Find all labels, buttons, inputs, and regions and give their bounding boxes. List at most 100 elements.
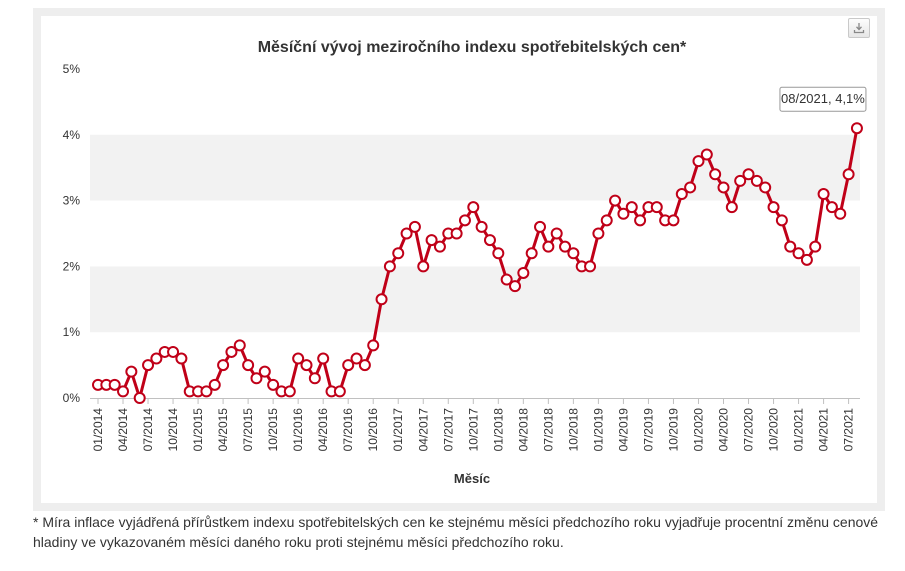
data-point[interactable] [225, 345, 238, 358]
data-point[interactable] [667, 214, 680, 227]
data-point[interactable] [142, 359, 155, 372]
download-icon [853, 23, 865, 34]
data-point[interactable] [842, 168, 855, 181]
data-point[interactable] [375, 293, 388, 306]
data-point[interactable] [567, 247, 580, 260]
data-point[interactable] [467, 201, 480, 214]
y-tick-label: 1% [63, 325, 81, 339]
data-point[interactable] [534, 220, 547, 233]
data-point[interactable] [809, 240, 822, 253]
tooltip-box [779, 86, 867, 112]
data-point[interactable] [750, 174, 763, 187]
data-point[interactable] [684, 181, 697, 194]
data-point[interactable] [425, 234, 438, 247]
data-point[interactable] [392, 247, 405, 260]
data-point[interactable] [242, 359, 255, 372]
data-point[interactable] [133, 392, 146, 404]
data-point[interactable] [308, 372, 321, 385]
data-point[interactable] [150, 352, 163, 365]
data-point[interactable] [550, 227, 563, 240]
data-point[interactable] [734, 174, 747, 187]
data-point[interactable] [559, 240, 572, 253]
data-point[interactable] [408, 220, 421, 233]
y-tick-label: 5% [63, 62, 81, 76]
data-point[interactable] [292, 352, 305, 365]
data-point[interactable] [283, 385, 296, 398]
data-point[interactable] [117, 385, 130, 398]
data-point[interactable] [850, 122, 863, 135]
data-point[interactable] [817, 188, 830, 201]
chart-card [41, 16, 877, 503]
data-point[interactable] [475, 220, 488, 233]
x-tick-label: 10/2020 [767, 408, 781, 452]
data-point[interactable] [759, 181, 772, 194]
data-point[interactable] [342, 359, 355, 372]
data-point[interactable] [792, 247, 805, 260]
data-point[interactable] [609, 194, 622, 207]
data-points [92, 122, 863, 404]
data-point[interactable] [600, 214, 613, 227]
data-point[interactable] [208, 378, 221, 391]
data-point[interactable] [700, 148, 713, 161]
data-point[interactable] [492, 247, 505, 260]
data-point[interactable] [300, 359, 313, 372]
data-point[interactable] [650, 201, 663, 214]
x-tick-label: 07/2016 [341, 408, 355, 452]
data-point[interactable] [825, 201, 838, 214]
data-point[interactable] [200, 385, 213, 398]
data-point[interactable] [625, 201, 638, 214]
data-point[interactable] [333, 385, 346, 398]
data-point[interactable] [742, 168, 755, 181]
x-tick-label: 04/2019 [616, 408, 630, 452]
data-point[interactable] [542, 240, 555, 253]
data-point[interactable] [725, 201, 738, 214]
data-point[interactable] [233, 339, 246, 352]
data-point[interactable] [709, 168, 722, 181]
x-tick-label: 07/2020 [742, 408, 756, 452]
data-point[interactable] [258, 365, 271, 378]
data-point[interactable] [450, 227, 463, 240]
data-point[interactable] [617, 207, 630, 220]
data-point[interactable] [784, 240, 797, 253]
x-tick-label: 04/2021 [817, 408, 831, 452]
data-point[interactable] [433, 240, 446, 253]
data-point[interactable] [483, 234, 496, 247]
x-tick-label: 07/2015 [241, 408, 255, 452]
data-point[interactable] [500, 273, 513, 286]
data-point[interactable] [692, 155, 705, 168]
data-point[interactable] [834, 207, 847, 220]
data-point[interactable] [775, 214, 788, 227]
data-point[interactable] [634, 214, 647, 227]
data-point[interactable] [717, 181, 730, 194]
data-point[interactable] [367, 339, 380, 352]
y-tick-label: 2% [63, 259, 81, 273]
chart-title: Měsíční vývoj meziročního indexu spotřeb… [258, 39, 687, 56]
data-point[interactable] [125, 365, 138, 378]
data-point[interactable] [217, 359, 230, 372]
data-point[interactable] [417, 260, 430, 273]
data-point[interactable] [175, 352, 188, 365]
data-point[interactable] [108, 378, 121, 391]
x-tick-label: 04/2016 [316, 408, 330, 452]
data-point[interactable] [800, 253, 813, 266]
data-point[interactable] [350, 352, 363, 365]
plot-bands [90, 134, 860, 333]
data-point[interactable] [458, 214, 471, 227]
data-point[interactable] [267, 378, 280, 391]
data-point[interactable] [767, 201, 780, 214]
data-point[interactable] [592, 227, 605, 240]
data-point[interactable] [525, 247, 538, 260]
data-point[interactable] [383, 260, 396, 273]
data-point[interactable] [400, 227, 413, 240]
data-point[interactable] [358, 359, 371, 372]
data-point[interactable] [167, 345, 180, 358]
data-point[interactable] [675, 188, 688, 201]
data-point[interactable] [509, 280, 521, 293]
x-tick-label: 04/2018 [516, 408, 530, 452]
data-point[interactable] [250, 372, 263, 385]
data-point[interactable] [584, 260, 597, 273]
x-tick-label: 10/2014 [166, 408, 180, 452]
data-point[interactable] [317, 352, 330, 365]
download-button[interactable] [848, 18, 870, 38]
data-point[interactable] [517, 266, 530, 279]
